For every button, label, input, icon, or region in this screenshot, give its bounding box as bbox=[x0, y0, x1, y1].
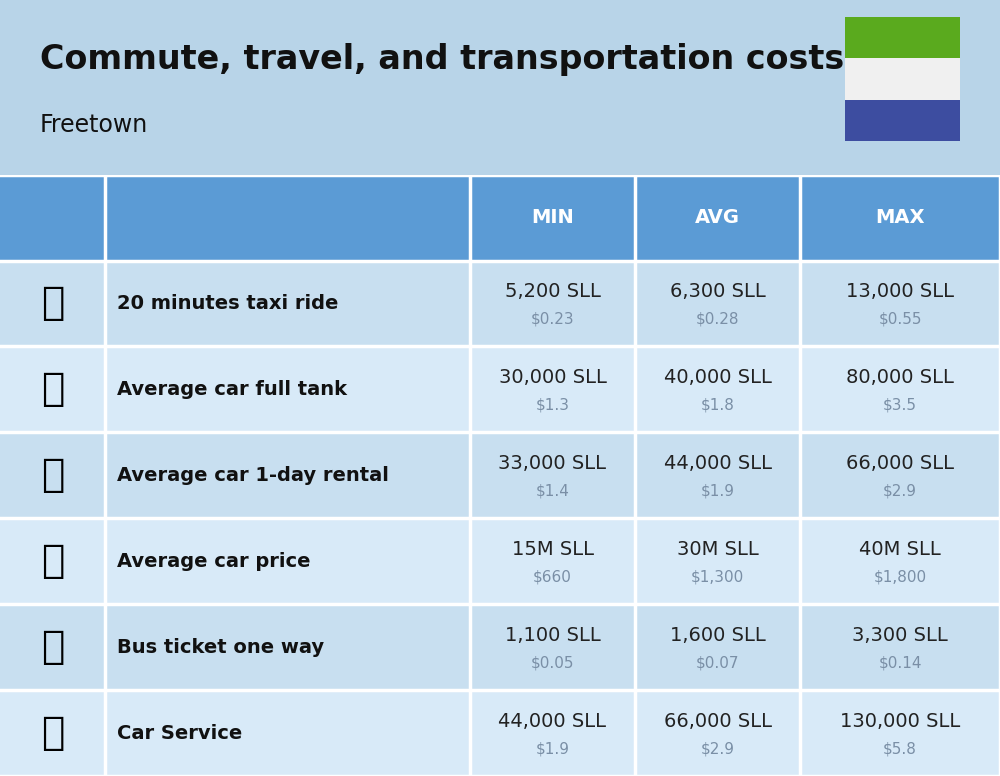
Text: 1,100 SLL: 1,100 SLL bbox=[505, 625, 600, 645]
Bar bbox=[845, 17, 960, 58]
Text: $0.07: $0.07 bbox=[696, 655, 739, 670]
Text: $0.28: $0.28 bbox=[696, 311, 739, 327]
Text: Average car 1-day rental: Average car 1-day rental bbox=[117, 466, 389, 485]
Text: $5.8: $5.8 bbox=[883, 741, 917, 756]
Text: $1,300: $1,300 bbox=[691, 569, 744, 584]
Text: 🔧: 🔧 bbox=[41, 714, 64, 752]
Text: 66,000 SLL: 66,000 SLL bbox=[664, 712, 772, 730]
Text: 40M SLL: 40M SLL bbox=[859, 539, 941, 559]
Text: 5,200 SLL: 5,200 SLL bbox=[505, 282, 600, 301]
Bar bbox=[845, 58, 960, 100]
Bar bbox=[0, 690, 1000, 776]
Text: 40,000 SLL: 40,000 SLL bbox=[664, 368, 771, 387]
Bar bbox=[0, 518, 1000, 605]
Text: $0.14: $0.14 bbox=[878, 655, 922, 670]
Text: $1.9: $1.9 bbox=[536, 741, 570, 756]
Text: $1.4: $1.4 bbox=[536, 483, 569, 498]
Text: AVG: AVG bbox=[695, 208, 740, 227]
Text: 🚙: 🚙 bbox=[41, 456, 64, 494]
Bar bbox=[0, 432, 1000, 518]
Text: $0.05: $0.05 bbox=[531, 655, 574, 670]
Text: $1,800: $1,800 bbox=[873, 569, 927, 584]
Text: $660: $660 bbox=[533, 569, 572, 584]
Text: Car Service: Car Service bbox=[117, 723, 242, 743]
Text: 13,000 SLL: 13,000 SLL bbox=[846, 282, 954, 301]
Bar bbox=[0, 175, 1000, 261]
Text: $3.5: $3.5 bbox=[883, 397, 917, 412]
Text: Bus ticket one way: Bus ticket one way bbox=[117, 638, 324, 656]
Text: MIN: MIN bbox=[531, 208, 574, 227]
Text: $1.8: $1.8 bbox=[701, 397, 734, 412]
Bar bbox=[0, 346, 1000, 432]
Text: Average car price: Average car price bbox=[117, 552, 310, 570]
Bar bbox=[0, 261, 1000, 346]
Text: 1,600 SLL: 1,600 SLL bbox=[670, 625, 765, 645]
Text: 44,000 SLL: 44,000 SLL bbox=[664, 454, 772, 473]
Text: $0.55: $0.55 bbox=[878, 311, 922, 327]
Text: 30M SLL: 30M SLL bbox=[677, 539, 758, 559]
Text: 66,000 SLL: 66,000 SLL bbox=[846, 454, 954, 473]
Bar bbox=[0, 605, 1000, 690]
Text: 130,000 SLL: 130,000 SLL bbox=[840, 712, 960, 730]
Text: 20 minutes taxi ride: 20 minutes taxi ride bbox=[117, 294, 338, 313]
Text: $1.9: $1.9 bbox=[700, 483, 734, 498]
Text: 44,000 SLL: 44,000 SLL bbox=[498, 712, 606, 730]
Text: 33,000 SLL: 33,000 SLL bbox=[498, 454, 606, 473]
Text: 15M SLL: 15M SLL bbox=[512, 539, 594, 559]
Text: $2.9: $2.9 bbox=[883, 483, 917, 498]
Text: Commute, travel, and transportation costs: Commute, travel, and transportation cost… bbox=[40, 43, 844, 77]
Text: ⛽: ⛽ bbox=[41, 370, 64, 408]
Text: 🚌: 🚌 bbox=[41, 628, 64, 666]
Text: 6,300 SLL: 6,300 SLL bbox=[670, 282, 765, 301]
Text: 🚕: 🚕 bbox=[41, 285, 64, 323]
Text: 30,000 SLL: 30,000 SLL bbox=[499, 368, 606, 387]
Text: Freetown: Freetown bbox=[40, 113, 148, 137]
Text: Average car full tank: Average car full tank bbox=[117, 380, 347, 399]
Text: $1.3: $1.3 bbox=[536, 397, 570, 412]
Bar bbox=[845, 100, 960, 141]
Text: $2.9: $2.9 bbox=[700, 741, 734, 756]
Text: 🚗: 🚗 bbox=[41, 542, 64, 580]
Text: MAX: MAX bbox=[875, 208, 925, 227]
Text: 80,000 SLL: 80,000 SLL bbox=[846, 368, 954, 387]
Text: $0.23: $0.23 bbox=[531, 311, 574, 327]
Text: 3,300 SLL: 3,300 SLL bbox=[852, 625, 948, 645]
